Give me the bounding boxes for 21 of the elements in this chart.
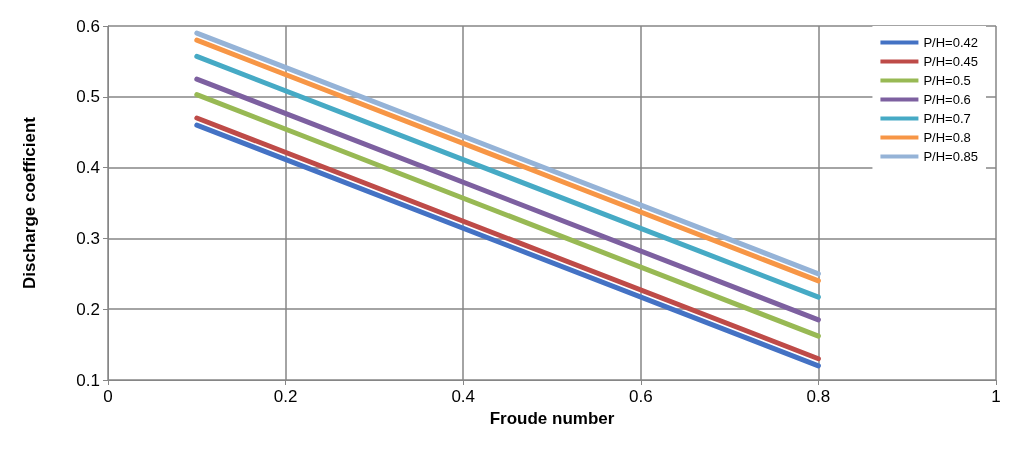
y-axis-title: Discharge coefficient [20, 116, 39, 289]
legend-label: P/H=0.85 [923, 149, 979, 164]
legend-label: P/H=0.5 [923, 73, 971, 88]
x-tick-label: 1 [991, 387, 1001, 406]
y-tick-label: 0.1 [76, 370, 100, 390]
x-tick-label: 0.8 [806, 387, 831, 406]
y-tick-label: 0.2 [76, 299, 100, 319]
x-tick-label: 0 [103, 387, 113, 406]
x-tick-label: 0.6 [628, 387, 653, 406]
y-tick-label: 0.6 [76, 16, 100, 36]
x-axis-title: Froude number [489, 408, 615, 428]
y-tick-label: 0.3 [76, 228, 100, 248]
y-tick-label: 0.4 [76, 158, 100, 178]
legend-label: P/H=0.7 [923, 111, 971, 126]
legend-label: P/H=0.8 [923, 130, 971, 145]
legend-label: P/H=0.6 [923, 92, 971, 107]
x-tick-label: 0.4 [451, 387, 476, 406]
legend-label: P/H=0.45 [923, 54, 979, 69]
y-tick-label: 0.5 [76, 87, 100, 107]
legend-label: P/H=0.42 [923, 35, 979, 50]
x-tick-label: 0.2 [273, 387, 298, 406]
